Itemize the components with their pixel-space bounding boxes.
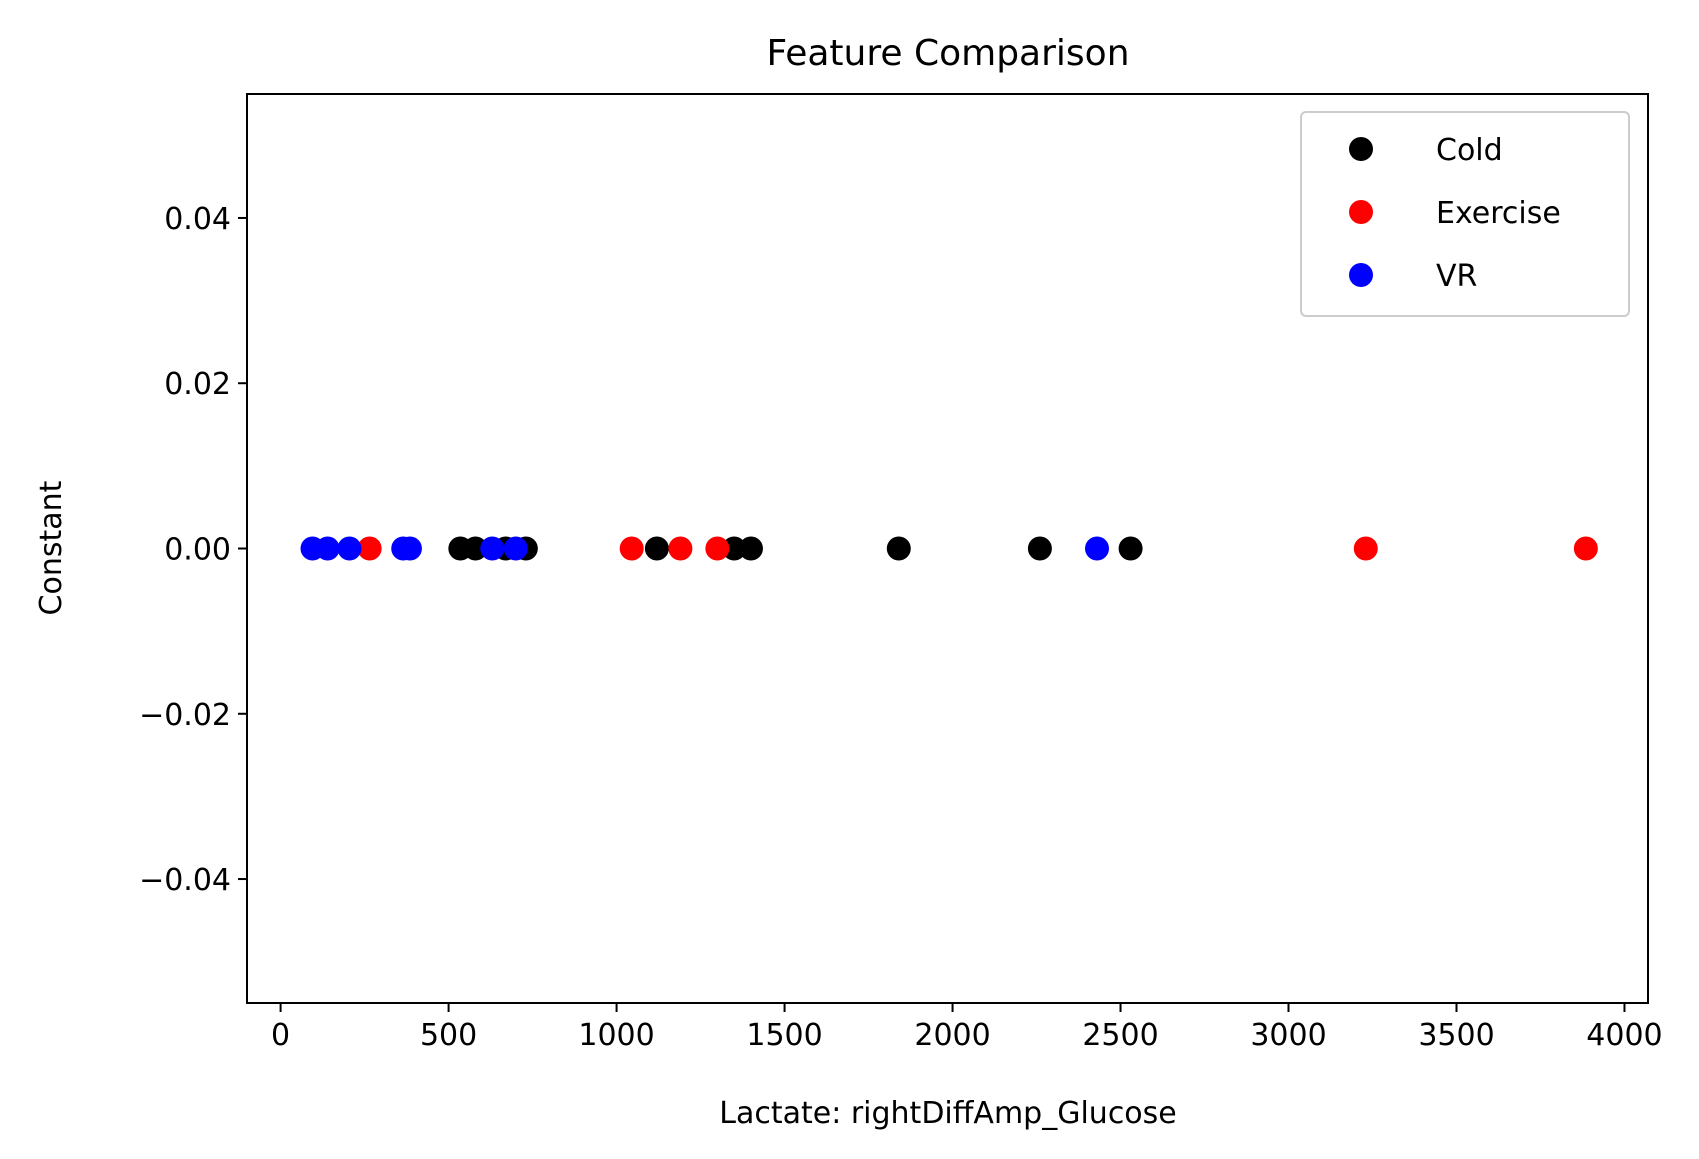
data-points [300, 536, 1598, 561]
x-tick-label: 500 [420, 1018, 477, 1053]
data-point-vr [397, 536, 422, 561]
y-axis-label: Constant [34, 480, 69, 615]
data-point-cold [644, 536, 669, 561]
x-axis-label: Lactate: rightDiffAmp_Glucose [719, 1096, 1177, 1131]
data-point-cold [886, 536, 911, 561]
data-point-cold [738, 536, 763, 561]
legend-label-exercise: Exercise [1436, 196, 1561, 231]
legend: Cold Exercise VR [1300, 111, 1630, 317]
y-tick-label: 0.02 [164, 367, 231, 402]
x-tick-label: 4000 [1586, 1018, 1662, 1053]
legend-marker-vr [1349, 263, 1373, 287]
data-point-exercise [705, 536, 730, 561]
x-tick-label: 0 [271, 1018, 290, 1053]
data-point-vr [480, 536, 505, 561]
legend-marker-exercise [1349, 200, 1373, 224]
data-point-vr [503, 536, 528, 561]
x-axis: 0 500 1000 1500 2000 2500 3000 3500 4000 [271, 1003, 1663, 1053]
x-tick-label: 3500 [1418, 1018, 1494, 1053]
y-tick-label: 0.04 [164, 202, 231, 237]
legend-marker-cold [1349, 137, 1373, 161]
data-point-vr [315, 536, 340, 561]
x-tick-label: 3000 [1250, 1018, 1326, 1053]
series-exercise [357, 536, 1598, 561]
series-vr [300, 536, 1110, 561]
data-point-cold [1118, 536, 1143, 561]
data-point-exercise [1353, 536, 1378, 561]
x-tick-label: 2000 [914, 1018, 990, 1053]
x-tick-label: 1500 [746, 1018, 822, 1053]
legend-label-vr: VR [1436, 259, 1477, 294]
legend-label-cold: Cold [1436, 133, 1503, 168]
data-point-exercise [1573, 536, 1598, 561]
data-point-exercise [619, 536, 644, 561]
y-tick-label: −0.02 [139, 698, 231, 733]
x-tick-label: 1000 [578, 1018, 654, 1053]
data-point-cold [1027, 536, 1052, 561]
data-point-vr [337, 536, 362, 561]
y-tick-label: −0.04 [139, 863, 231, 898]
data-point-exercise [357, 536, 382, 561]
data-point-vr [1085, 536, 1110, 561]
y-axis: 0.04 0.02 0.00 −0.02 −0.04 [139, 202, 247, 898]
legend-box [1300, 111, 1630, 317]
y-tick-label: 0.00 [164, 533, 231, 568]
x-tick-label: 2500 [1082, 1018, 1158, 1053]
chart-title: Feature Comparison [766, 33, 1129, 74]
data-point-cold [463, 536, 488, 561]
plot-frame [246, 93, 1649, 1004]
data-point-exercise [668, 536, 693, 561]
data-point-cold [722, 536, 747, 561]
